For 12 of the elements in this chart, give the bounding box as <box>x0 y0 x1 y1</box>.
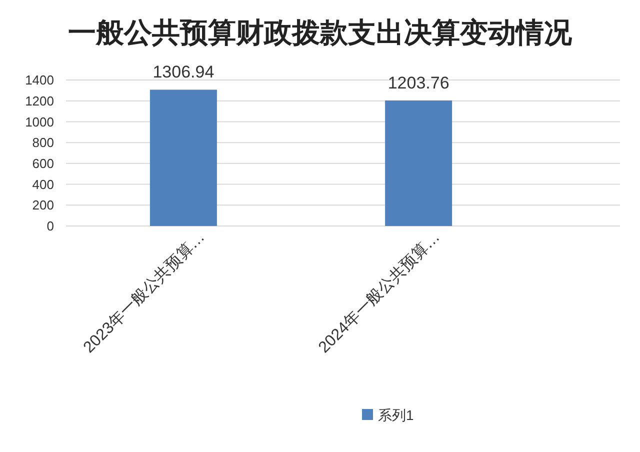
y-tick-label: 800 <box>32 135 54 150</box>
data-label: 1203.76 <box>388 73 450 92</box>
y-tick-label: 0 <box>46 218 54 234</box>
y-tick-label: 200 <box>32 198 54 213</box>
y-tick-label: 400 <box>32 176 54 192</box>
data-label: 1306.94 <box>152 62 214 82</box>
y-tick-label: 1400 <box>25 72 54 88</box>
y-tick-label: 1000 <box>25 114 54 130</box>
chart-title: 一般公共预算财政拨款支出决算变动情况 <box>68 17 573 49</box>
legend-label: 系列1 <box>378 407 414 423</box>
y-tick-label: 600 <box>32 156 54 171</box>
y-tick-label: 1200 <box>25 93 54 108</box>
